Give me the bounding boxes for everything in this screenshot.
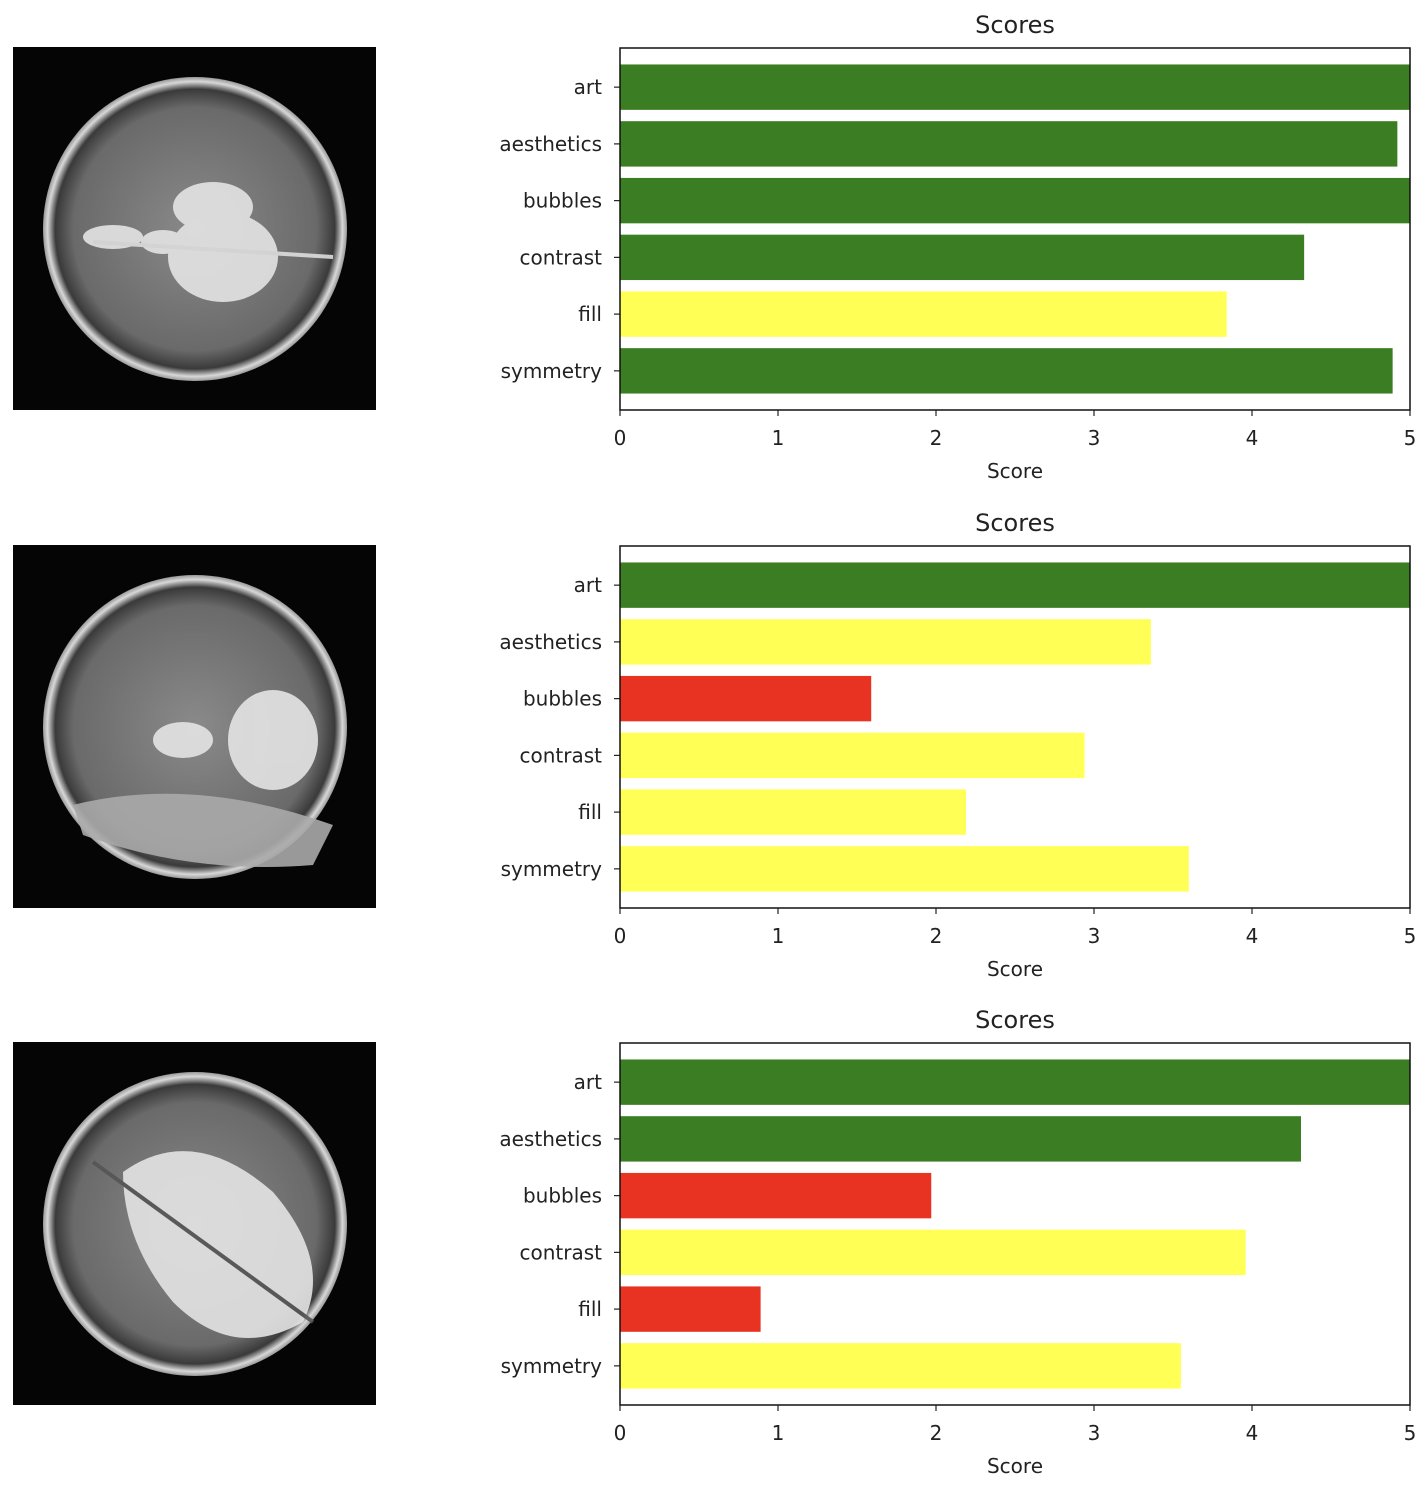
x-tick-label: 0 [614, 426, 627, 450]
chart-title: Scores [975, 509, 1055, 537]
y-tick-label-symmetry: symmetry [501, 857, 603, 881]
score-chart: Scores art aesthetics bubbles contrast fill sy… [499, 509, 1417, 981]
result-row: Scores art aesthetics bubbles contrast fill sy… [0, 498, 1426, 996]
bar-symmetry [620, 1343, 1181, 1389]
foam-art [91, 1151, 315, 1338]
x-tick-label: 4 [1246, 426, 1259, 450]
y-tick-label-fill: fill [578, 302, 602, 326]
bar-aesthetics [620, 1116, 1301, 1162]
axes-frame [619, 1042, 1411, 1406]
x-tick-label: 1 [772, 1421, 785, 1445]
result-row: Scores art aesthetics bubbles contrast fill sy… [0, 995, 1426, 1493]
score-chart: Scores art aesthetics bubbles contrast fill sy… [499, 11, 1417, 483]
bar-bubbles [620, 177, 1410, 224]
result-row: Scores art aesthetics bubbles contrast fill sy… [0, 0, 1426, 498]
x-tick-label: 0 [614, 924, 627, 948]
y-tick-label-contrast: contrast [520, 245, 603, 269]
x-tick-label: 2 [930, 426, 943, 450]
latte-art-rosetta-heart-image [13, 47, 376, 410]
axes-frame [619, 47, 1411, 411]
bar-aesthetics [620, 121, 1398, 167]
score-chart: Scores art aesthetics bubbles contrast fill sy… [499, 1006, 1417, 1478]
y-tick-label-bubbles: bubbles [523, 687, 602, 711]
x-tick-label: 3 [1088, 426, 1101, 450]
y-tick-label-aesthetics: aesthetics [499, 630, 602, 654]
foam-art [83, 182, 334, 302]
x-tick-label: 5 [1404, 426, 1417, 450]
x-tick-label: 1 [772, 924, 785, 948]
latte-art-tulip-image [13, 1042, 376, 1405]
x-tick-label: 2 [930, 1421, 943, 1445]
bar-aesthetics [620, 619, 1151, 665]
x-axis-label: Score [987, 1454, 1043, 1478]
x-axis-label: Score [987, 957, 1043, 981]
y-tick-label-symmetry: symmetry [501, 1354, 603, 1378]
bar-contrast [620, 234, 1305, 281]
bar-fill [620, 291, 1227, 337]
y-tick-label-aesthetics: aesthetics [499, 1127, 602, 1151]
foam-art [73, 690, 333, 867]
x-tick-label: 5 [1404, 1421, 1417, 1445]
bar-art [620, 562, 1410, 608]
y-tick-label-contrast: contrast [520, 1240, 603, 1264]
bar-contrast [620, 1229, 1246, 1276]
latte-art-faint-heart-image [13, 545, 376, 908]
chart-title: Scores [975, 1006, 1055, 1034]
y-tick-label-fill: fill [578, 1297, 602, 1321]
y-tick-label-art: art [574, 75, 602, 99]
bar-symmetry [620, 348, 1393, 394]
bar-bubbles [620, 1172, 932, 1219]
y-tick-label-symmetry: symmetry [501, 359, 603, 383]
bar-art [620, 64, 1410, 110]
chart-title: Scores [975, 11, 1055, 39]
y-tick-label-contrast: contrast [520, 743, 603, 767]
bar-fill [620, 789, 967, 835]
x-tick-label: 4 [1246, 1421, 1259, 1445]
bar-symmetry [620, 846, 1189, 892]
x-tick-label: 3 [1088, 924, 1101, 948]
y-tick-label-art: art [574, 1070, 602, 1094]
bar-art [620, 1059, 1410, 1105]
y-tick-label-fill: fill [578, 800, 602, 824]
x-tick-label: 4 [1246, 924, 1259, 948]
bar-bubbles [620, 675, 872, 722]
x-tick-label: 3 [1088, 1421, 1101, 1445]
x-tick-label: 2 [930, 924, 943, 948]
x-axis-label: Score [987, 459, 1043, 483]
axes-frame [619, 545, 1411, 909]
x-tick-label: 5 [1404, 924, 1417, 948]
bar-fill [620, 1286, 761, 1332]
x-tick-label: 1 [772, 426, 785, 450]
y-tick-label-aesthetics: aesthetics [499, 132, 602, 156]
y-tick-label-art: art [574, 573, 602, 597]
y-tick-label-bubbles: bubbles [523, 1184, 602, 1208]
bar-contrast [620, 732, 1085, 779]
x-tick-label: 0 [614, 1421, 627, 1445]
y-tick-label-bubbles: bubbles [523, 189, 602, 213]
